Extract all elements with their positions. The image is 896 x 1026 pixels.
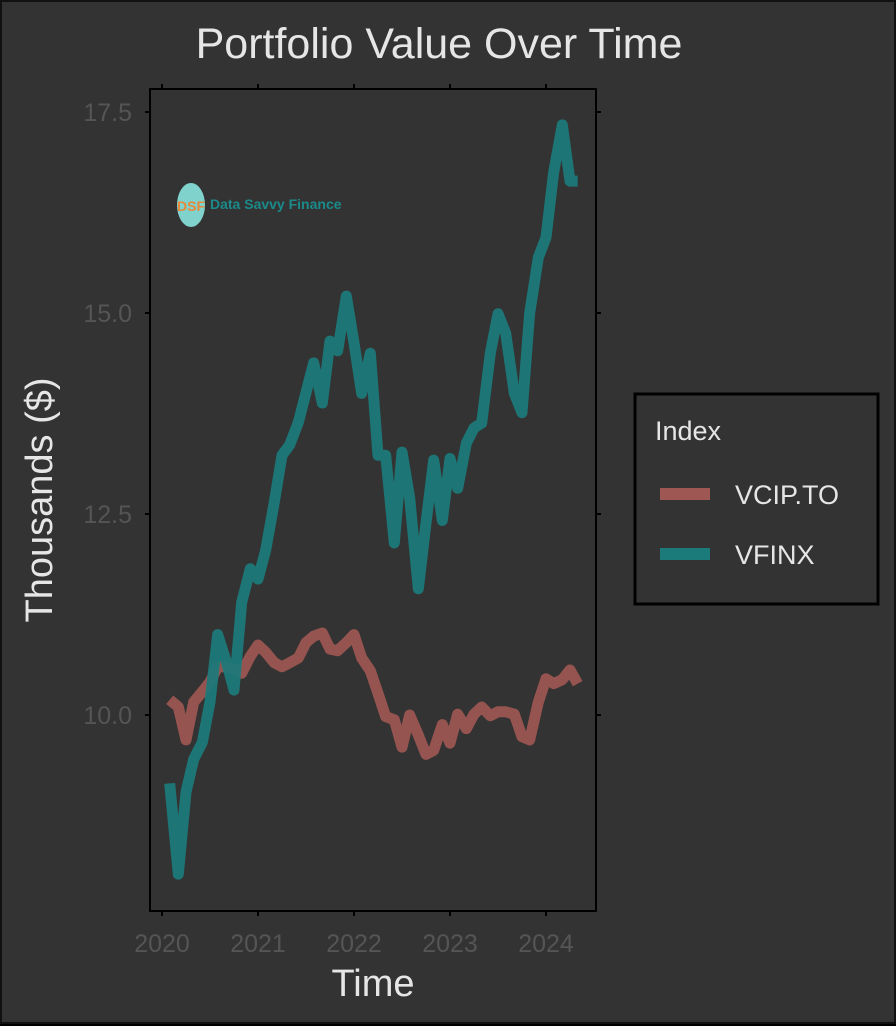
x-tick-label: 2023 — [422, 930, 478, 958]
x-tick-label: 2021 — [230, 930, 286, 958]
y-tick-label: 12.5 — [83, 501, 132, 529]
chart-title: Portfolio Value Over Time — [196, 20, 683, 68]
y-tick-label: 10.0 — [83, 702, 132, 730]
watermark-logo: DSF Data Savvy Finance — [177, 183, 342, 227]
x-axis: 2020 2021 2022 2023 2024 — [134, 84, 574, 958]
x-tick-label: 2020 — [134, 930, 190, 958]
logo-letters: DSF — [177, 198, 205, 214]
legend-swatch — [660, 488, 710, 500]
legend-label: VCIP.TO — [735, 480, 839, 510]
legend-swatch — [660, 548, 710, 560]
watermark-text: Data Savvy Finance — [210, 196, 342, 212]
y-axis: 10.0 12.5 15.0 17.5 — [83, 99, 601, 730]
x-axis-title: Time — [331, 963, 414, 1005]
x-tick-label: 2022 — [326, 930, 382, 958]
series-line-vfinx — [164, 119, 578, 880]
y-axis-title: Thousands ($) — [19, 377, 61, 622]
y-tick-label: 17.5 — [83, 99, 132, 127]
legend-title: Index — [655, 416, 722, 446]
y-tick-label: 15.0 — [83, 300, 132, 328]
legend-box — [633, 392, 880, 606]
dsf-logo-icon — [177, 183, 205, 227]
legend: Index VCIP.TO VFINX — [633, 392, 880, 606]
plot-panel — [149, 88, 597, 912]
legend-label: VFINX — [735, 540, 815, 570]
series-lines — [164, 119, 583, 880]
x-tick-label: 2024 — [518, 930, 574, 958]
